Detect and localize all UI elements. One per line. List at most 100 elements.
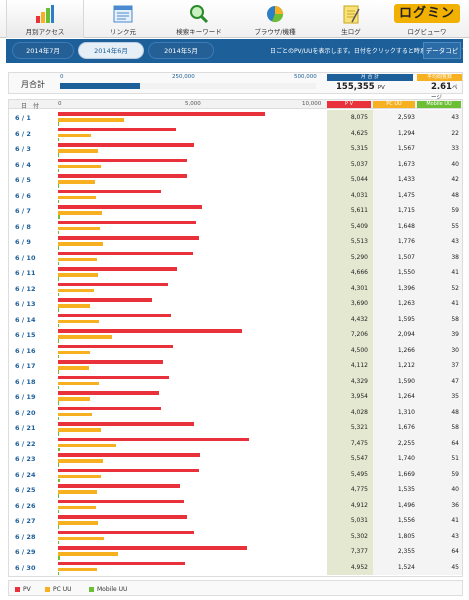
table-row: 6 / 23 5,547 1,740 51 <box>9 451 462 467</box>
pv-value: 5,409 <box>350 222 368 230</box>
pv-bar <box>58 282 169 286</box>
row-date-link[interactable]: 6 / 2 <box>15 129 31 138</box>
row-date-link[interactable]: 6 / 1 <box>15 114 31 122</box>
pc-uu-bar <box>58 273 98 277</box>
pc-uu-bar <box>58 242 104 246</box>
nav-referrers[interactable]: リンク元 <box>84 0 162 38</box>
nav-raw-log[interactable]: 生ログ <box>312 0 390 38</box>
pc-uu-column-header: PC UU <box>373 101 415 108</box>
tab-month-2014-05[interactable]: 2014年5月 <box>148 42 214 59</box>
row-date-link[interactable]: 6 / 30 <box>15 563 36 572</box>
pc-uu-value: 1,264 <box>397 393 415 400</box>
mobile-uu-value: 64 <box>451 548 459 555</box>
pv-column-header: P V <box>327 101 371 108</box>
pc-uu-bar <box>58 412 92 416</box>
row-date-link[interactable]: 6 / 14 <box>15 315 36 324</box>
nav-label: 月別アクセス <box>25 28 65 36</box>
pie-chart-icon <box>267 6 284 23</box>
pv-bar <box>58 484 181 488</box>
pv-bar <box>58 391 160 395</box>
month-total-pv-unit: PV <box>377 85 385 91</box>
pc-uu-bar <box>58 443 116 447</box>
mobile-uu-value: 40 <box>451 486 459 493</box>
row-date-link[interactable]: 6 / 6 <box>15 191 31 200</box>
row-date-link[interactable]: 6 / 10 <box>15 253 36 262</box>
row-date-link[interactable]: 6 / 16 <box>15 346 36 355</box>
table-row: 6 / 25 4,775 1,535 40 <box>9 482 462 498</box>
row-date-link[interactable]: 6 / 28 <box>15 532 36 541</box>
mobile-uu-bar <box>58 246 60 250</box>
pc-uu-value: 1,535 <box>397 486 415 493</box>
table-row: 6 / 29 7,377 2,355 64 <box>9 544 462 560</box>
mobile-uu-bar <box>58 432 60 436</box>
tab-month-2014-07[interactable]: 2014年7月 <box>12 42 74 59</box>
nav-search-keywords[interactable]: 検索キーワード <box>160 0 238 38</box>
pv-bar <box>58 112 265 116</box>
mobile-uu-value: 43 <box>451 114 459 121</box>
pv-value: 5,513 <box>350 238 368 245</box>
pc-uu-value: 2,094 <box>397 331 415 338</box>
row-date-link[interactable]: 6 / 5 <box>15 176 31 184</box>
pc-uu-bar <box>58 521 98 525</box>
table-row: 6 / 14 4,432 1,595 58 <box>9 312 462 327</box>
mobile-uu-bar <box>58 370 59 374</box>
row-date-link[interactable]: 6 / 15 <box>15 331 36 339</box>
row-date-link[interactable]: 6 / 21 <box>15 424 36 432</box>
pc-uu-bar <box>58 505 97 509</box>
pv-bar <box>58 422 195 426</box>
avg-pageview: 2.61ページ <box>431 82 462 102</box>
pv-value: 5,321 <box>350 424 368 431</box>
row-date-link[interactable]: 6 / 8 <box>15 222 31 231</box>
mobile-uu-bar <box>58 122 60 126</box>
mobile-uu-value: 52 <box>451 284 459 292</box>
row-date-link[interactable]: 6 / 24 <box>15 470 36 479</box>
pc-uu-value: 1,263 <box>397 300 415 307</box>
row-date-link[interactable]: 6 / 27 <box>15 517 36 525</box>
pv-bar <box>58 499 184 503</box>
row-date-link[interactable]: 6 / 13 <box>15 300 36 308</box>
row-date-link[interactable]: 6 / 4 <box>15 160 31 169</box>
pc-uu-value: 1,475 <box>397 191 415 199</box>
row-date-link[interactable]: 6 / 25 <box>15 486 36 494</box>
table-row: 6 / 20 4,028 1,310 48 <box>9 405 462 420</box>
pc-uu-value: 1,740 <box>397 455 415 462</box>
pc-uu-value: 2,355 <box>397 548 415 555</box>
mobile-uu-bar <box>58 153 59 157</box>
row-date-link[interactable]: 6 / 20 <box>15 408 36 417</box>
row-date-link[interactable]: 6 / 22 <box>15 439 36 448</box>
row-date-link[interactable]: 6 / 19 <box>15 393 36 401</box>
table-row: 6 / 8 5,409 1,648 55 <box>9 219 462 234</box>
nav-log-viewer[interactable]: ログミン ログビューワ <box>388 0 466 38</box>
pc-uu-value: 1,496 <box>397 501 415 509</box>
mobile-uu-bar <box>58 354 59 358</box>
row-date-link[interactable]: 6 / 12 <box>15 284 36 293</box>
mobile-uu-value: 41 <box>451 517 459 524</box>
row-date-link[interactable]: 6 / 7 <box>15 207 31 215</box>
row-date-link[interactable]: 6 / 18 <box>15 377 36 386</box>
pc-uu-value: 1,595 <box>397 315 415 323</box>
data-copy-button[interactable]: データコピー <box>423 42 461 72</box>
row-date-link[interactable]: 6 / 3 <box>15 145 31 153</box>
row-date-link[interactable]: 6 / 29 <box>15 548 36 556</box>
nav-monthly-access[interactable]: 月別アクセス <box>6 0 84 38</box>
pv-bar <box>58 189 162 193</box>
pc-uu-bar <box>58 536 105 540</box>
row-date-link[interactable]: 6 / 9 <box>15 238 31 246</box>
legend-swatch-pc-uu <box>45 587 50 592</box>
row-date-link[interactable]: 6 / 17 <box>15 362 36 370</box>
pv-bar <box>58 344 174 348</box>
row-date-link[interactable]: 6 / 11 <box>15 269 36 277</box>
pv-value: 5,547 <box>350 455 368 462</box>
table-row: 6 / 24 5,495 1,669 59 <box>9 467 462 482</box>
table-row: 6 / 28 5,302 1,805 43 <box>9 529 462 544</box>
table-row: 6 / 17 4,112 1,212 37 <box>9 358 462 374</box>
row-date-link[interactable]: 6 / 23 <box>15 455 36 463</box>
tab-month-2014-06[interactable]: 2014年6月 <box>78 42 144 59</box>
scale-tick: 5,000 <box>185 101 201 107</box>
pv-value: 5,037 <box>350 160 368 168</box>
nav-browser-device[interactable]: ブラウザ/機種 <box>236 0 314 38</box>
table-row: 6 / 22 7,475 2,255 64 <box>9 436 462 451</box>
mobile-uu-value: 45 <box>451 563 459 571</box>
pc-uu-value: 1,776 <box>397 238 415 245</box>
row-date-link[interactable]: 6 / 26 <box>15 501 36 510</box>
